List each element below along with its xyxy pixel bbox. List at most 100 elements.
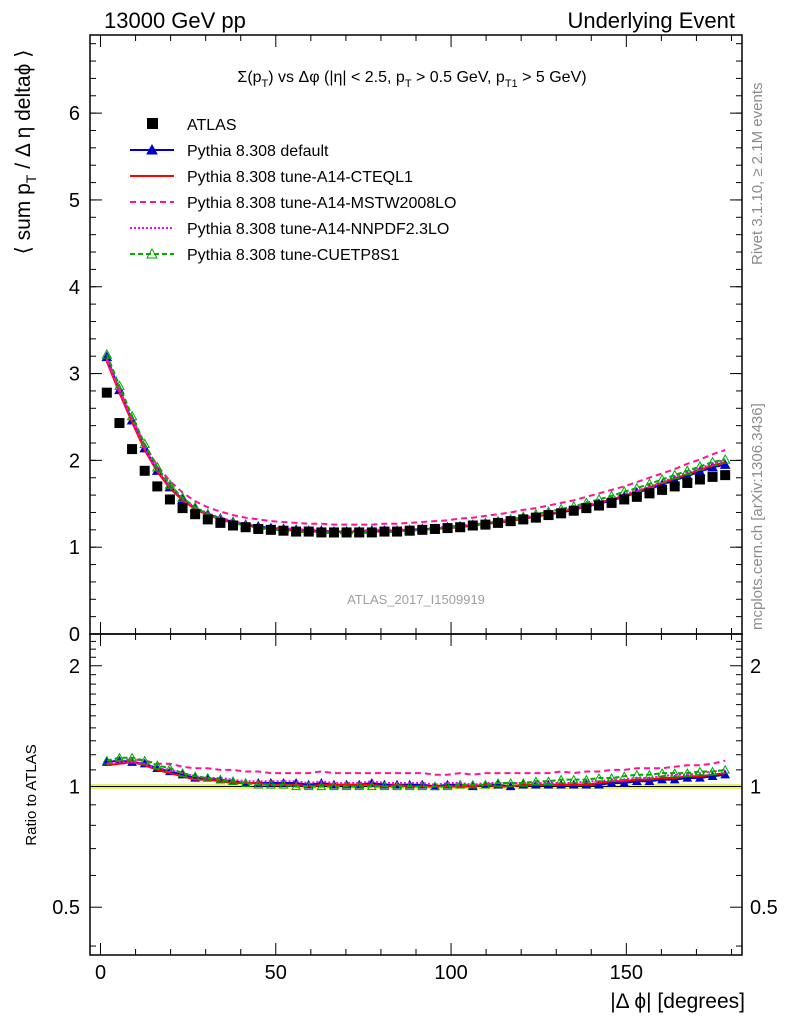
ratio-marker [379,781,390,791]
ratio-y-tick-label-right: 0.5 [750,897,778,919]
series-marker [669,469,681,480]
ratio-plot-frame [89,633,743,956]
series-marker [694,460,706,471]
ratio-marker [442,781,453,791]
ratio-marker [720,764,731,774]
series-marker [126,410,138,421]
ratio-marker [556,774,566,784]
data-point [493,517,504,528]
series-marker [101,348,113,359]
series-atlas-data [101,387,731,538]
series-3 [105,358,726,526]
rivet-label: Rivet 3.1.10, ≥ 2.1M events [749,83,766,266]
data-point [404,525,415,536]
legend-entry: Pythia 8.308 tune-A14-MSTW2008LO [130,195,456,212]
ratio-marker [455,779,466,789]
main-y-tick-label: 0 [69,624,80,646]
ratio-marker [430,781,440,791]
data-point [417,524,428,535]
ratio-marker [568,774,579,784]
series-line [105,359,726,532]
data-point [127,444,138,455]
ratio-marker [278,779,289,789]
data-point [505,516,516,527]
ratio-series-2 [106,758,726,776]
data-point [530,512,541,523]
data-point [644,488,655,499]
ratio-y-tick-label-right: 2 [750,656,761,678]
ratio-marker [631,769,642,779]
series-marker [139,438,151,448]
ratio-marker [594,779,604,789]
data-point [152,481,163,492]
data-point [480,519,491,530]
legend: ATLAS Pythia 8.308 default Pythia 8.308 tu… [130,117,456,264]
data-point [707,471,718,482]
data-point [240,522,251,533]
ratio-marker [417,781,428,791]
data-point [720,470,731,481]
ratio-marker [467,779,478,789]
data-point [354,527,365,538]
legend-label: Pythia 8.308 tune-A14-MSTW2008LO [187,195,456,212]
main-y-tick-label: 6 [69,103,80,125]
series-line [105,358,726,526]
main-y-tick-label: 4 [69,277,80,299]
axes: 0 1 2 3 4 5 6 0 50 100 150 0.5 0.5 1 1 2 2 [52,35,778,984]
plot-frames [89,34,743,956]
data-point [278,525,289,536]
ratio-marker [669,774,680,784]
ratio-marker [177,768,188,777]
ratio-marker [354,781,365,791]
series-marker [177,492,188,502]
data-point [657,484,668,495]
ratio-y-tick-label-left: 1 [69,776,80,798]
ratio-marker [581,774,592,784]
ratio-marker [606,772,617,782]
data-point [164,494,175,505]
legend-entry: ATLAS [147,117,237,134]
ratio-marker [682,772,693,782]
ratio-marker [291,781,301,791]
ratio-marker [202,772,213,782]
data-point [190,509,201,520]
ratio-marker [228,776,238,786]
ratio-marker [480,779,491,789]
data-point [619,494,630,505]
ratio-marker [594,772,604,782]
series-marker [631,482,643,493]
ratio-marker [316,781,327,791]
main-y-tick-label: 3 [69,364,80,386]
series-4 [105,359,726,532]
ratio-marker [215,774,226,784]
data-point [556,508,567,519]
legend-swatch [147,118,158,129]
data-point [253,523,264,534]
ratio-marker [303,781,314,791]
x-axis-label: |Δ ϕ| [degrees] [610,990,745,1013]
data-point [328,527,339,538]
ratio-series-4 [101,752,731,791]
series-marker [644,478,655,488]
data-point [543,510,554,521]
ratio-marker [619,771,630,781]
ratio-marker [505,777,516,787]
data-point [101,387,112,398]
ratio-marker [619,777,630,787]
data-point [303,526,314,537]
series-marker [719,453,731,464]
x-tick-label: 150 [610,962,643,984]
ratio-marker [657,768,667,777]
data-point [518,514,529,525]
main-y-tick-label: 1 [69,537,80,559]
mcplots-label: mcplots.cern.ch [arXiv:1306.3436] [749,403,766,630]
legend-label: Pythia 8.308 tune-CUETP8S1 [187,247,400,264]
ratio-series-line [106,758,726,776]
ratio-marker [695,772,705,782]
ratio-marker [165,763,175,773]
data-point [631,491,642,502]
data-point [682,477,693,488]
series-marker [681,465,693,475]
legend-entry: Pythia 8.308 tune-A14-NNPDF2.3LO [130,221,449,238]
